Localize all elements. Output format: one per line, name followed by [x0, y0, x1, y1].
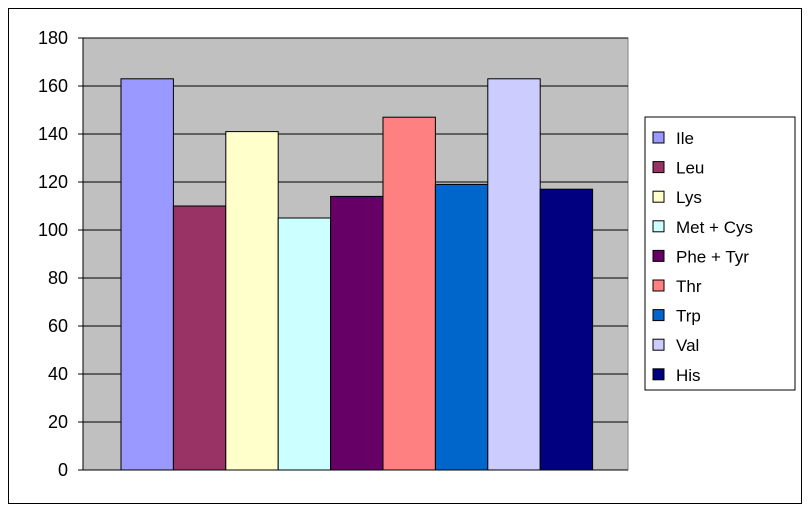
legend-label: Phe + Tyr	[676, 247, 749, 266]
y-tick-label: 180	[38, 28, 68, 48]
y-tick-label: 120	[38, 172, 68, 192]
y-tick-label: 20	[48, 412, 68, 432]
bar-ile	[120, 78, 174, 471]
legend-swatch	[652, 279, 665, 292]
bar-phe-tyr	[330, 195, 384, 471]
bar-trp	[434, 183, 489, 471]
legend-box	[644, 116, 796, 391]
legend-swatch	[652, 309, 665, 322]
legend-label: Met + Cys	[676, 218, 753, 237]
legend-label: Lys	[676, 188, 702, 207]
y-tick-label: 40	[48, 364, 68, 384]
y-tick-label: 140	[38, 124, 68, 144]
legend-swatch	[652, 190, 665, 203]
legend-label: Leu	[676, 159, 704, 178]
legend-swatch	[652, 131, 665, 144]
legend-label: Thr	[676, 277, 702, 296]
bar-met-cys	[277, 217, 332, 471]
y-tick-label: 80	[48, 268, 68, 288]
bar-val	[487, 78, 541, 471]
bars	[120, 78, 594, 471]
legend-label: Ile	[676, 129, 694, 148]
bar-lys	[225, 131, 279, 471]
y-tick-label: 100	[38, 220, 68, 240]
y-tick-label: 60	[48, 316, 68, 336]
legend-label: Trp	[676, 307, 701, 326]
legend-swatch	[652, 368, 665, 381]
bar-his	[539, 188, 594, 471]
legend-swatch	[652, 249, 665, 262]
legend-swatch	[652, 161, 665, 174]
y-axis: 0 20 40 60 80 100 120 140 160 180	[38, 28, 628, 480]
legend-label: Val	[676, 336, 699, 355]
y-tick-label: 0	[58, 460, 68, 480]
legend-label: His	[676, 366, 701, 385]
bar-thr	[382, 116, 436, 471]
bar-leu	[172, 205, 227, 471]
y-tick-label: 160	[38, 76, 68, 96]
legend-swatch	[652, 220, 665, 233]
legend: Ile Leu Lys Met + Cys Phe + Tyr Thr Trp Val His	[644, 116, 796, 391]
legend-swatch	[652, 338, 665, 351]
